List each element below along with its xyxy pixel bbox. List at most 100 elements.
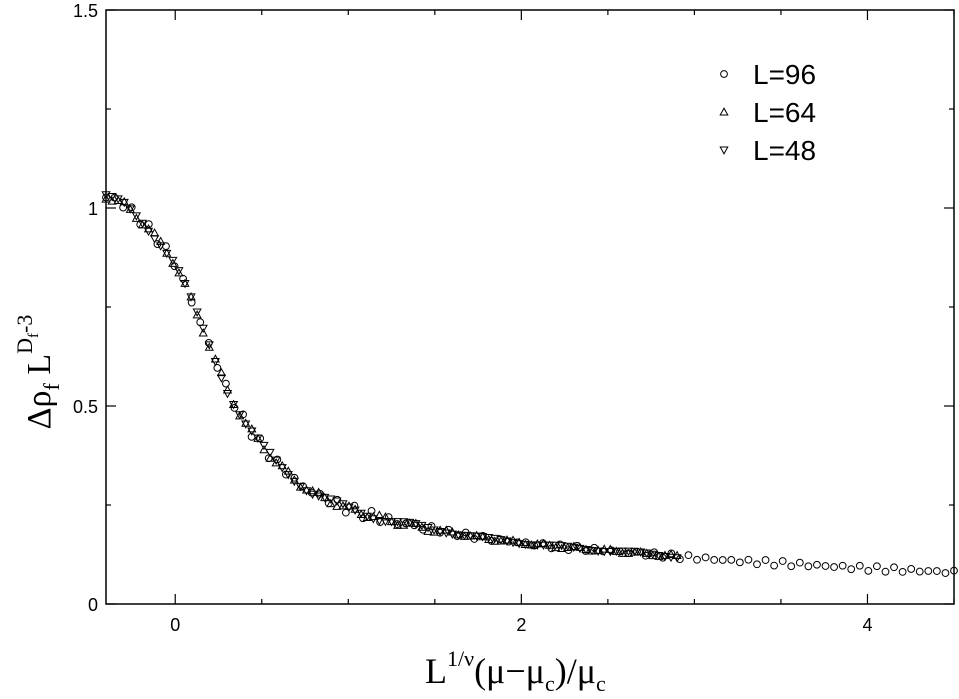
- y-axis-label: Δρf LDf-3: [12, 315, 64, 430]
- data-point-l48: [180, 279, 190, 289]
- y-label-sup-sub: f: [26, 333, 42, 338]
- data-points: [101, 191, 958, 577]
- data-point-l64: [660, 550, 670, 559]
- data-point-l64: [484, 534, 494, 543]
- x-label-base: L: [425, 651, 447, 691]
- legend-symbol: [720, 70, 728, 78]
- data-point-l96: [898, 567, 907, 576]
- data-point-l48: [557, 542, 567, 551]
- data-point-l48: [368, 515, 378, 524]
- data-point-l64: [283, 466, 293, 475]
- data-point-l48: [399, 518, 409, 527]
- x-tick-label: 0: [170, 615, 180, 635]
- data-point-l96: [222, 379, 230, 388]
- data-point-l96: [761, 556, 770, 564]
- data-point-l96: [881, 567, 890, 576]
- data-point-l64: [192, 310, 202, 319]
- data-point-l48: [222, 390, 233, 399]
- data-point-l48: [447, 530, 457, 539]
- data-point-l48: [629, 547, 640, 557]
- data-point-l96: [890, 563, 898, 572]
- data-point-l96: [684, 551, 693, 560]
- data-point-l96: [393, 520, 402, 528]
- data-point-l48: [611, 547, 621, 557]
- data-point-l96: [770, 561, 779, 570]
- y-tick-label: 1.5: [73, 1, 98, 21]
- data-point-l48: [581, 545, 591, 555]
- data-point-l48: [484, 533, 494, 543]
- data-point-l48: [162, 249, 172, 259]
- data-point-l96: [701, 553, 710, 562]
- data-point-l96: [941, 569, 950, 577]
- data-point-l48: [502, 537, 512, 546]
- x-tick-label: 2: [516, 615, 526, 635]
- data-point-l64: [156, 236, 166, 245]
- data-point-l48: [411, 520, 421, 529]
- data-point-l64: [471, 530, 482, 540]
- data-point-l48: [210, 358, 221, 367]
- data-point-l48: [247, 427, 257, 436]
- data-point-l96: [367, 506, 376, 515]
- legend-label-l48: L=48: [753, 135, 816, 166]
- data-point-l48: [405, 518, 415, 528]
- data-point-l48: [344, 503, 354, 513]
- data-point-l48: [550, 541, 561, 551]
- data-point-l48: [520, 540, 530, 550]
- data-point-l48: [374, 517, 385, 526]
- data-point-l64: [131, 213, 142, 222]
- data-point-l48: [259, 441, 269, 451]
- data-point-l64: [380, 512, 391, 521]
- x-label-rest1: (μ−μ: [474, 651, 545, 691]
- plot-frame: [105, 9, 955, 605]
- data-point-l48: [204, 341, 214, 350]
- data-point-l96: [915, 567, 924, 576]
- data-point-l64: [569, 541, 579, 551]
- data-point-l48: [490, 534, 500, 544]
- data-point-l48: [326, 495, 336, 504]
- data-point-l64: [429, 527, 439, 536]
- data-point-l48: [192, 308, 202, 317]
- data-point-l48: [666, 553, 676, 563]
- data-point-l64: [222, 385, 233, 394]
- data-point-l48: [435, 527, 445, 537]
- data-point-l96: [735, 558, 744, 567]
- data-point-l48: [508, 538, 518, 548]
- data-point-l48: [137, 219, 148, 229]
- data-point-l64: [174, 268, 184, 277]
- data-point-l96: [924, 567, 933, 575]
- y-label-sup: D: [12, 338, 37, 354]
- data-point-l64: [368, 511, 378, 521]
- data-point-l48: [563, 542, 573, 552]
- data-point-l64: [350, 504, 360, 513]
- data-point-l48: [660, 553, 670, 562]
- tick-labels: 0 2 4 0 0.5 1 1.5: [73, 1, 873, 635]
- data-point-l64: [423, 526, 433, 535]
- data-point-l64: [635, 546, 646, 556]
- data-point-l96: [744, 555, 753, 564]
- data-point-l96: [196, 318, 205, 327]
- legend-marker-triangle-down: [719, 146, 729, 155]
- data-point-l48: [544, 541, 555, 550]
- y-tick-label: 0.5: [73, 397, 98, 417]
- data-point-l64: [623, 548, 634, 557]
- x-label-sup: 1/ν: [447, 646, 474, 671]
- data-point-l48: [478, 533, 488, 542]
- legend: L=96 L=64 L=48: [719, 59, 816, 166]
- data-point-l64: [277, 460, 287, 470]
- data-point-l48: [253, 434, 263, 444]
- data-point-l96: [710, 556, 719, 564]
- data-point-l96: [213, 363, 222, 372]
- data-point-l64: [119, 196, 129, 206]
- data-point-l96: [778, 557, 787, 565]
- data-point-l48: [235, 411, 245, 420]
- x-label-rest2: )/μ: [555, 651, 596, 691]
- data-point-l48: [307, 490, 318, 500]
- data-point-l64: [514, 537, 524, 546]
- data-point-l48: [107, 192, 117, 202]
- data-point-l48: [648, 550, 658, 560]
- data-point-l64: [247, 424, 257, 433]
- data-point-l48: [459, 531, 470, 541]
- legend-label-l64: L=64: [753, 97, 816, 128]
- axis-ticks: [106, 9, 955, 605]
- legend-marker-circle: [720, 70, 728, 78]
